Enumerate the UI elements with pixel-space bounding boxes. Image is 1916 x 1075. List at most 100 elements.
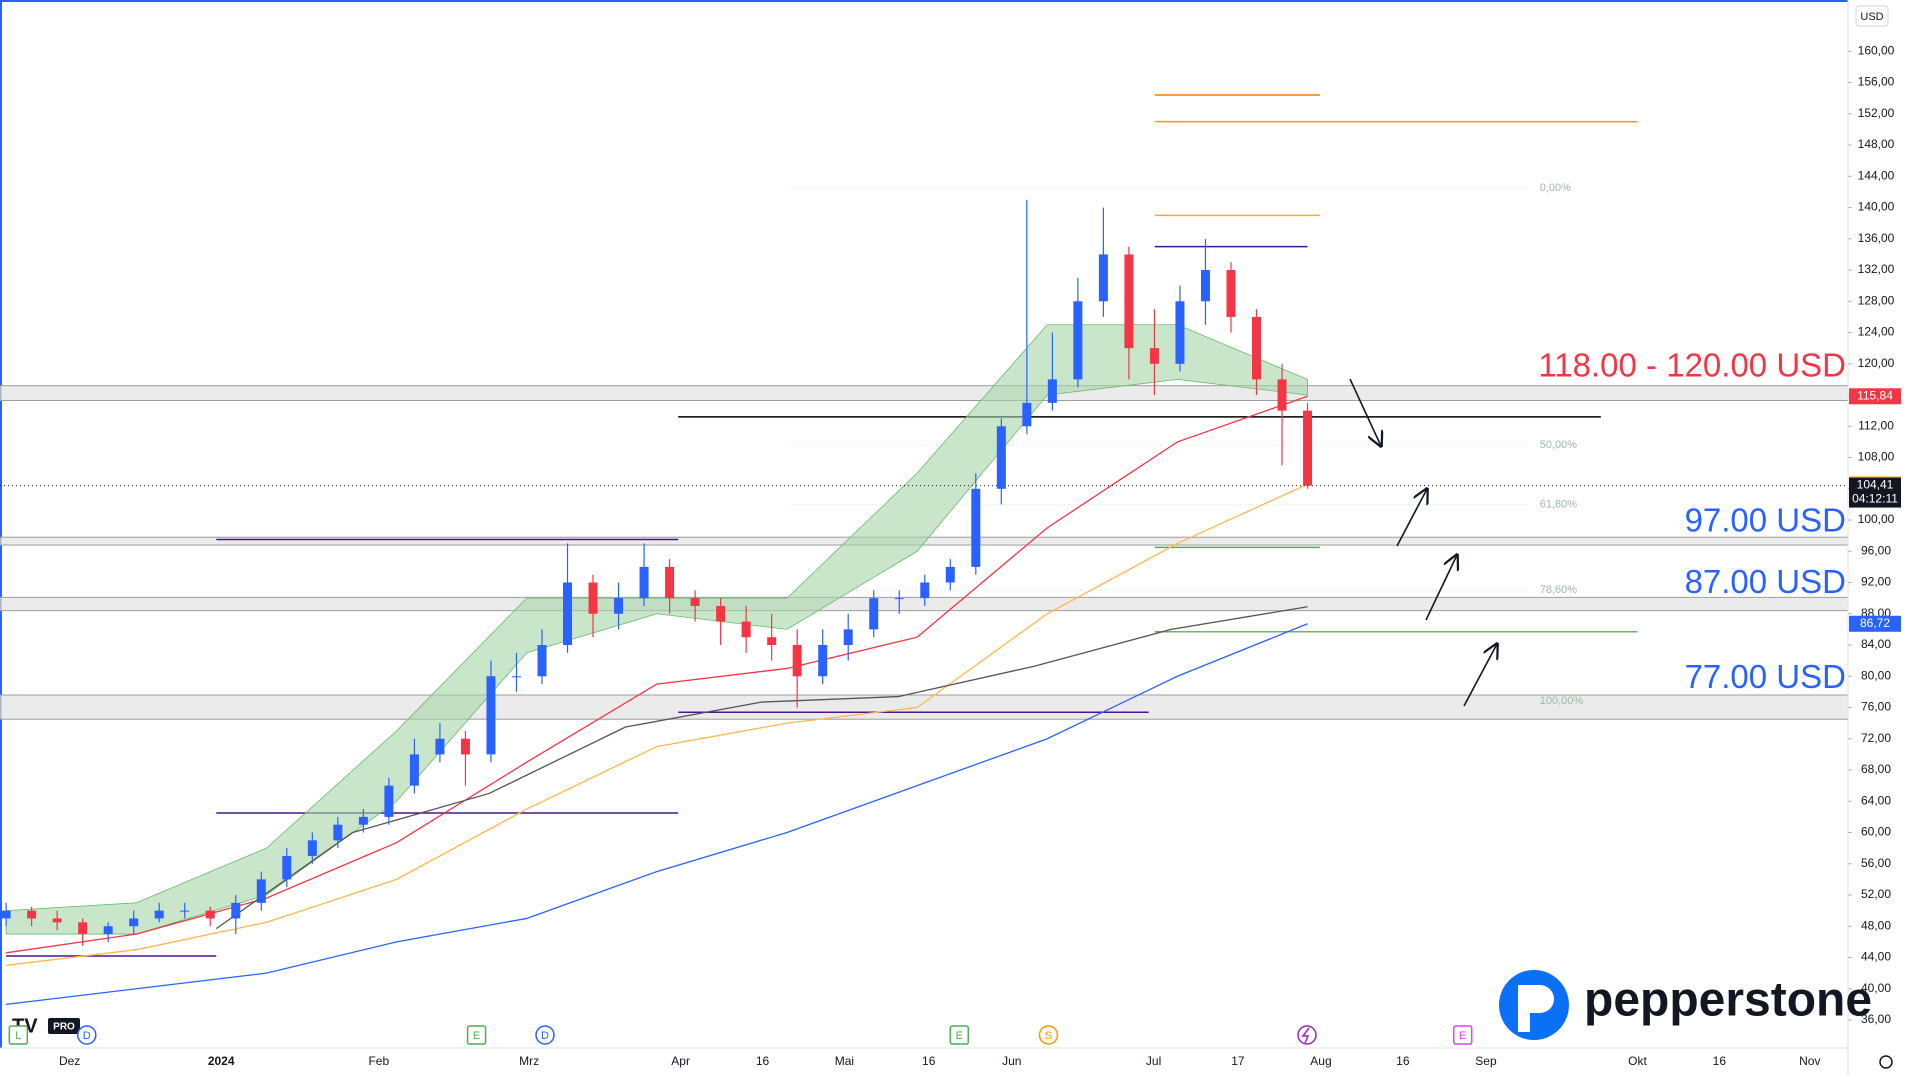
fib-label: 78,60%: [1540, 584, 1578, 596]
candle-body: [180, 910, 190, 912]
candle-body: [1303, 410, 1313, 486]
y-tick-label: 44,00: [1861, 950, 1891, 964]
candle-body: [971, 488, 981, 567]
indicators: [0, 94, 1848, 1006]
y-tick-label: 112,00: [1858, 418, 1894, 432]
candle-body: [996, 426, 1006, 489]
candle-body: [1, 910, 11, 919]
candle-body: [1277, 379, 1287, 411]
price-label: 104,41: [1857, 478, 1894, 492]
badge-text: PRO: [53, 1022, 75, 1033]
x-tick-label: Feb: [368, 1054, 389, 1068]
event-label: S: [1045, 1030, 1052, 1042]
event-icon[interactable]: [535, 1025, 555, 1045]
candle-body: [52, 918, 62, 923]
y-tick-label: 124,00: [1858, 325, 1895, 339]
lightning: [1301, 1027, 1310, 1044]
event-icon[interactable]: [466, 1025, 487, 1045]
candle-body: [1022, 402, 1032, 427]
y-tick-label: 144,00: [1858, 168, 1895, 182]
candle-body: [1098, 254, 1108, 302]
candle-body: [843, 629, 853, 646]
candle-body: [588, 582, 598, 614]
candle-body: [716, 605, 726, 622]
candle-body: [1124, 254, 1134, 349]
candle-body: [256, 879, 266, 903]
event-icon[interactable]: [949, 1025, 970, 1045]
settings-icon[interactable]: [1879, 1055, 1893, 1069]
candle-body: [333, 824, 343, 841]
candle-body: [614, 598, 624, 614]
price-label-box: [1849, 477, 1901, 508]
moving-average: [6, 395, 1308, 954]
x-tick-label: Apr: [671, 1054, 690, 1068]
annotations: 118.00 - 120.00 USD 97.00 USD 87.00 USD 77.…: [1349, 347, 1846, 707]
y-tick-label: 136,00: [1858, 231, 1895, 245]
zone: [0, 596, 1849, 612]
candle-body: [307, 840, 317, 856]
y-tick-label: 36,00: [1861, 1012, 1891, 1026]
candle-body: [129, 918, 139, 927]
candle-body: [435, 738, 445, 755]
event-icon[interactable]: [77, 1025, 97, 1045]
x-tick-label: Jul: [1146, 1054, 1161, 1068]
event-label: E: [1459, 1030, 1466, 1042]
price-label-box: [1849, 615, 1901, 632]
candle-body: [460, 738, 470, 755]
price-label-box: [1849, 388, 1901, 405]
y-tick-label: 72,00: [1861, 731, 1891, 745]
y-tick-label: 108,00: [1858, 450, 1895, 464]
currency-box[interactable]: [1855, 5, 1889, 27]
arrow-down: [1349, 378, 1381, 446]
candle-body: [639, 566, 649, 599]
currency: USD: [1860, 11, 1883, 23]
moving-average: [215, 606, 1308, 930]
y-tick-label: 48,00: [1861, 918, 1891, 932]
x-tick-label: Aug: [1310, 1054, 1331, 1068]
y-tick-label: 40,00: [1861, 981, 1891, 995]
dividend-icon[interactable]: [1297, 1025, 1317, 1045]
candle-body: [945, 566, 955, 583]
x-tick-label: 2024: [208, 1054, 235, 1068]
candle-body: [1226, 270, 1236, 317]
candle-body: [894, 598, 904, 600]
candle-body: [1252, 316, 1262, 380]
x-tick-label: Jun: [1002, 1054, 1021, 1068]
x-tick-label: 16: [1713, 1054, 1727, 1068]
y-tick-label: 156,00: [1858, 75, 1895, 89]
candle-body: [27, 910, 37, 919]
fib-label: 61,80%: [1540, 498, 1578, 510]
fib-label: 50,00%: [1540, 439, 1578, 451]
zone-label: 87.00 USD: [1685, 563, 1846, 600]
x-tick-label: Sep: [1475, 1054, 1497, 1068]
candle-body: [920, 582, 930, 599]
event-icon[interactable]: [1452, 1025, 1473, 1045]
fib-label: 100,00%: [1540, 695, 1584, 707]
event-label: L: [15, 1030, 21, 1042]
y-tick-label: 152,00: [1858, 106, 1895, 120]
candles: [1, 199, 1313, 946]
event-label: D: [83, 1030, 91, 1042]
y-tick-label: 52,00: [1861, 887, 1891, 901]
event-icon[interactable]: [1038, 1025, 1059, 1045]
zone-label: 118.00 - 120.00 USD: [1538, 347, 1846, 384]
candle-body: [409, 754, 419, 786]
y-tick-label: 96,00: [1861, 543, 1891, 557]
x-tick-label: Nov: [1799, 1054, 1820, 1068]
zone: [0, 385, 1849, 402]
candle-body: [741, 621, 751, 638]
badge: [48, 1018, 80, 1034]
countdown: 04:12:11: [1852, 492, 1898, 506]
candle-body: [1149, 348, 1159, 364]
arrow-up: [1463, 644, 1497, 707]
candle-body: [537, 645, 547, 677]
event-icon[interactable]: [8, 1025, 29, 1045]
event-label: E: [956, 1030, 963, 1042]
candle-body: [103, 926, 113, 935]
fib-label: 0,00%: [1540, 182, 1571, 194]
arrow-up: [1425, 555, 1457, 621]
y-tick-label: 68,00: [1861, 762, 1891, 776]
candle-body: [818, 645, 828, 677]
y-tick-label: 120,00: [1858, 356, 1895, 370]
zone-label: 77.00 USD: [1685, 658, 1846, 695]
